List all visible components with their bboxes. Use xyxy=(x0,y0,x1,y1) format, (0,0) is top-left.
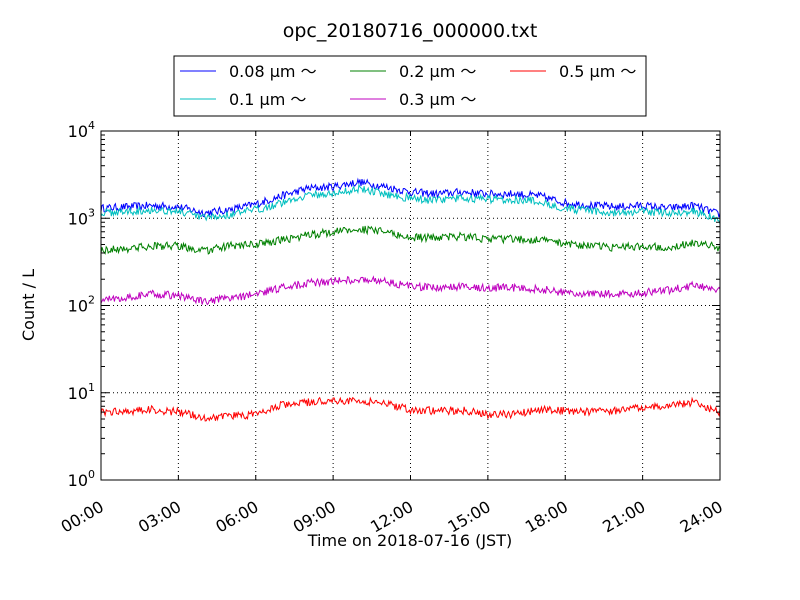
series-layer xyxy=(100,177,721,422)
legend-label: 0.5 μm ～ xyxy=(559,62,636,81)
series-line xyxy=(100,183,721,225)
x-tick-label: 06:00 xyxy=(212,497,261,537)
chart-title: opc_20180716_000000.txt xyxy=(283,20,538,42)
y-axis-label: Count / L xyxy=(19,269,38,341)
y-tick-label: 102 xyxy=(68,294,95,316)
series-line xyxy=(100,225,721,255)
y-tick-label: 100 xyxy=(68,468,95,490)
x-tick-label: 03:00 xyxy=(135,497,184,537)
legend-label: 0.2 μm ～ xyxy=(399,62,476,81)
legend-label: 0.08 μm ～ xyxy=(229,62,317,81)
x-tick-label: 21:00 xyxy=(599,497,648,537)
series-line xyxy=(100,177,721,218)
legend-label: 0.1 μm ～ xyxy=(229,90,306,109)
x-tick-label: 00:00 xyxy=(58,497,107,537)
x-axis-label: Time on 2018-07-16 (JST) xyxy=(307,531,512,550)
legend-box xyxy=(173,55,647,117)
y-tick-label: 104 xyxy=(68,119,95,141)
series-line xyxy=(100,396,721,422)
y-tick-label: 101 xyxy=(68,381,95,403)
series-line xyxy=(100,275,721,306)
legend-label: 0.3 μm ～ xyxy=(399,90,476,109)
x-tick-label: 18:00 xyxy=(522,497,571,537)
tick-layer: 00:00 03:00 06:00 09:00 12:00 15:00 18:00 21:00… xyxy=(58,119,726,537)
y-tick-label: 103 xyxy=(68,206,95,228)
grid-layer xyxy=(101,131,720,480)
x-tick-label: 24:00 xyxy=(677,497,726,537)
legend: 0.08 μm ～ 0.1 μm ～ 0.2 μm ～ 0.3 μm ～ 0.5 μm … xyxy=(173,55,647,117)
